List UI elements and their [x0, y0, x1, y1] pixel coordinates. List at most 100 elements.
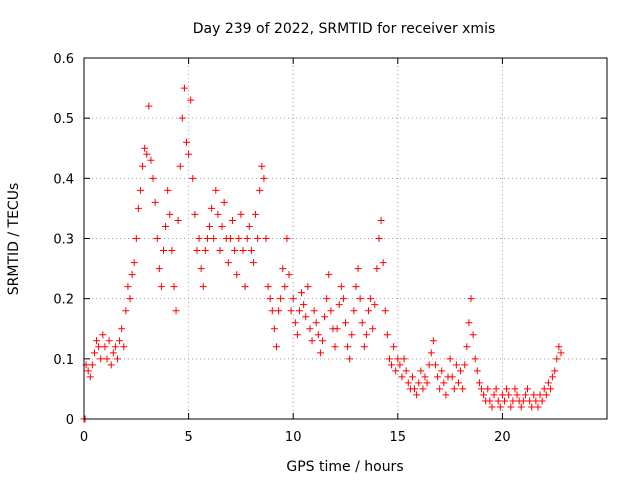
data-point — [252, 210, 260, 218]
data-point — [375, 235, 383, 242]
data-point — [356, 295, 364, 303]
data-point — [388, 361, 396, 369]
data-point — [408, 373, 416, 381]
data-point — [170, 283, 178, 291]
data-point — [417, 367, 425, 375]
data-point — [84, 367, 92, 375]
data-point — [147, 156, 155, 164]
data-point — [237, 210, 245, 218]
data-point — [266, 295, 274, 303]
x-axis-label: GPS time / hours — [286, 459, 403, 475]
data-point — [394, 355, 402, 363]
data-point — [339, 295, 347, 303]
data-point — [260, 174, 268, 182]
data-point — [323, 295, 331, 303]
data-point — [346, 355, 354, 363]
data-point — [281, 283, 289, 291]
data-point — [287, 307, 295, 315]
data-point — [258, 162, 266, 170]
data-point — [197, 265, 205, 273]
data-point — [168, 247, 176, 255]
data-point — [534, 403, 542, 411]
data-point — [134, 204, 142, 212]
data-point — [103, 355, 111, 363]
x-tick-label: 15 — [390, 430, 407, 445]
data-point — [331, 343, 339, 351]
y-tick-label: 0.6 — [53, 52, 74, 67]
gridlines — [84, 58, 607, 419]
data-point — [333, 325, 341, 333]
data-point — [195, 235, 203, 242]
x-tick-label: 20 — [494, 430, 511, 445]
data-point — [128, 271, 136, 279]
data-point — [93, 337, 101, 345]
data-point — [210, 235, 218, 242]
data-point — [358, 319, 366, 327]
data-point — [360, 343, 368, 351]
data-point — [241, 283, 249, 291]
data-point — [314, 331, 322, 339]
data-point — [141, 144, 149, 152]
data-point — [369, 325, 377, 333]
data-point — [239, 247, 247, 255]
data-point — [362, 331, 370, 339]
data-point — [367, 295, 375, 303]
data-point — [256, 186, 264, 194]
data-point — [342, 319, 349, 327]
data-point — [385, 355, 393, 363]
y-tick-label: 0.5 — [53, 112, 74, 127]
data-point — [377, 216, 385, 224]
data-point — [226, 235, 234, 242]
data-point — [201, 247, 209, 255]
data-point — [247, 247, 255, 255]
data-point — [469, 331, 477, 339]
data-point — [99, 331, 107, 339]
data-point — [492, 385, 500, 393]
data-point — [325, 271, 333, 279]
data-point — [308, 337, 316, 345]
data-point — [243, 235, 251, 242]
data-point — [316, 349, 324, 357]
data-point — [310, 307, 318, 315]
data-point — [513, 391, 521, 399]
data-point — [542, 391, 550, 399]
data-point — [275, 307, 283, 315]
data-point — [189, 174, 197, 182]
data-point — [398, 373, 406, 381]
data-point — [392, 367, 400, 375]
data-point — [509, 397, 517, 405]
data-point — [505, 391, 513, 399]
data-point — [500, 397, 508, 405]
data-point — [180, 84, 188, 92]
data-point — [431, 361, 439, 369]
data-point — [519, 397, 527, 405]
data-point — [145, 102, 153, 110]
chart-title: Day 239 of 2022, SRMTID for receiver xmi… — [193, 21, 496, 37]
data-point — [164, 186, 172, 194]
data-point — [551, 367, 559, 375]
data-point — [352, 283, 360, 291]
data-point — [132, 235, 140, 242]
data-point — [555, 343, 563, 351]
data-point — [159, 247, 167, 255]
data-series-srmtid — [80, 84, 565, 423]
data-point — [318, 337, 326, 345]
data-point — [448, 373, 456, 381]
data-point — [427, 349, 435, 357]
data-point — [450, 385, 458, 393]
data-point — [130, 259, 138, 267]
data-point — [113, 355, 121, 363]
data-point — [528, 403, 536, 411]
data-point — [494, 397, 502, 405]
data-point — [526, 397, 534, 405]
data-point — [517, 403, 525, 411]
data-point — [109, 349, 117, 357]
x-tick-label: 5 — [184, 430, 192, 445]
data-point — [298, 289, 306, 297]
data-point — [268, 307, 276, 315]
data-point — [270, 325, 278, 333]
data-point — [486, 397, 494, 405]
y-tick-label: 0.2 — [53, 293, 74, 308]
data-point — [97, 355, 105, 363]
data-point — [540, 385, 548, 393]
